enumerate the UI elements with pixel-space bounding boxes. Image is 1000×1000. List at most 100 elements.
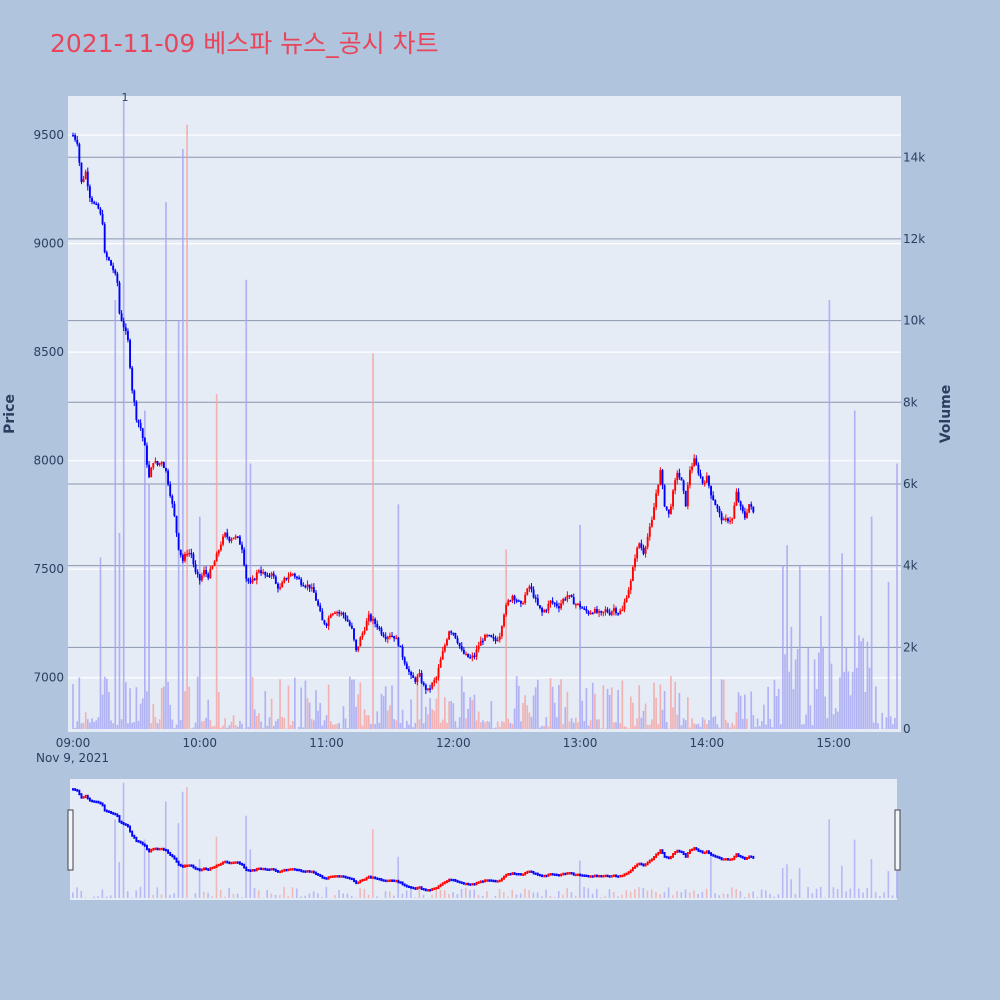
mini-volume-bar [257, 890, 260, 898]
volume-bar [841, 553, 843, 729]
volume-bar [454, 721, 457, 729]
mini-candle [462, 882, 465, 885]
volume-bar [820, 616, 822, 729]
volume-bar [401, 709, 404, 729]
candle-body [304, 586, 307, 588]
mini-candle [522, 873, 524, 876]
candle-body [585, 608, 588, 612]
volume-bar [441, 719, 444, 729]
mini-candle [281, 869, 284, 873]
volume-bar [93, 721, 95, 729]
candle-body [697, 464, 700, 474]
mini-candle [177, 860, 180, 866]
mini-candle [205, 867, 208, 871]
mini-volume-bar [376, 896, 378, 898]
volume-bar [490, 701, 493, 729]
volume-bar [712, 717, 715, 729]
mini-volume-bar [405, 890, 408, 898]
volume-bar [266, 725, 269, 729]
candle-body [500, 626, 503, 637]
candle-body [526, 588, 529, 595]
mini-candle [454, 878, 457, 882]
volume-bar [517, 685, 520, 729]
volume-bar [268, 717, 271, 729]
volume-bar [317, 710, 319, 729]
mini-candle [367, 875, 370, 879]
mini-volume-bar [756, 896, 759, 898]
volume-bar [496, 721, 499, 729]
candle-body [186, 553, 189, 556]
mini-candle [443, 881, 446, 885]
volume-bar [494, 727, 497, 729]
volume-bar [644, 703, 647, 729]
volume-bar [361, 725, 364, 729]
mini-volume-bar [287, 896, 290, 898]
candle-body [179, 549, 182, 556]
mini-candle [249, 869, 252, 872]
mini-candle [500, 877, 503, 882]
mini-volume-bar [291, 887, 294, 898]
volume-bar [351, 679, 353, 729]
mini-volume-bar [312, 891, 315, 898]
mini-volume-bar [266, 889, 268, 898]
volume-tick-label: 4k [903, 559, 918, 573]
mini-candle [270, 868, 273, 871]
mini-candle [391, 879, 393, 882]
mini-volume-bar [672, 895, 674, 898]
volume-bar [646, 724, 649, 729]
candle-body [122, 321, 125, 328]
mini-candle [407, 885, 410, 889]
mini-candle [336, 875, 339, 878]
mini-candle [203, 867, 205, 871]
candle-body [388, 635, 391, 638]
candle-body [384, 636, 387, 640]
volume-bar [179, 719, 182, 729]
mini-candle [287, 868, 290, 872]
mini-candle [300, 869, 303, 873]
candle-body [638, 543, 641, 548]
volume-bar [686, 697, 689, 729]
candle-body [80, 162, 83, 182]
candle-body [581, 607, 584, 609]
mini-volume-bar [97, 896, 99, 898]
volume-bar [260, 721, 262, 729]
volume-bar [632, 702, 634, 729]
mini-candle [276, 869, 279, 873]
candle-body [105, 252, 108, 258]
volume-bar [779, 724, 782, 729]
volume-bar [424, 706, 427, 729]
mini-candle [519, 873, 522, 876]
range-slider-area[interactable] [70, 779, 897, 900]
volume-bar [659, 684, 662, 729]
mini-volume-bar [388, 891, 391, 898]
volume-bar [80, 723, 83, 729]
volume-bar [720, 679, 723, 729]
volume-bar [133, 721, 136, 729]
mini-candle [739, 854, 742, 858]
volume-bar [304, 680, 307, 729]
range-slider-left-handle[interactable] [67, 809, 74, 871]
candle-body [312, 587, 315, 593]
volume-bar [120, 719, 123, 729]
mini-volume-bar [156, 887, 159, 898]
candle-body [748, 504, 751, 513]
candle-body [135, 401, 138, 420]
candle-body [509, 600, 512, 602]
volume-bar [460, 676, 463, 729]
candle-body [219, 544, 222, 551]
mini-volume-bar [372, 829, 374, 898]
volume-bar [408, 724, 410, 729]
volume-bar [648, 724, 651, 729]
volume-bar [545, 717, 548, 729]
range-slider-right-handle[interactable] [894, 809, 901, 871]
candle-body [579, 603, 582, 608]
mini-candle [640, 862, 643, 866]
candle-body [279, 587, 282, 589]
mini-volume-bar [617, 896, 619, 898]
candle-body [97, 204, 100, 209]
candle-body [293, 573, 296, 577]
candle-body [686, 485, 689, 507]
mini-volume-bar [363, 889, 366, 898]
main-plot-area[interactable] [68, 96, 901, 732]
mini-candle [437, 885, 440, 890]
